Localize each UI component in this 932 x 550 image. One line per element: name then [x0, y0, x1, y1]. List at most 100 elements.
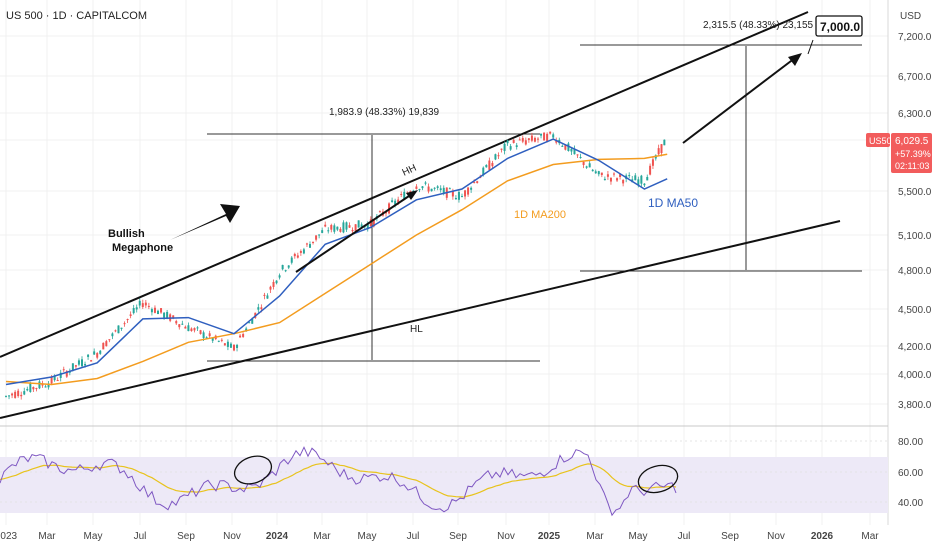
time-tick-label: May: [358, 531, 377, 542]
candle-body: [321, 230, 324, 233]
candle-body: [47, 383, 50, 388]
candle-body: [622, 179, 625, 184]
candle-body: [74, 365, 77, 367]
candle-body: [190, 328, 193, 332]
candle-body: [616, 178, 619, 181]
candle-body: [275, 280, 278, 284]
candle-body: [178, 324, 181, 328]
candle-body: [229, 343, 232, 348]
rsi-circle-left: [233, 455, 273, 485]
last-price-value: 6,029.5: [895, 136, 929, 147]
candle-body: [421, 186, 424, 189]
time-tick-label: Nov: [497, 531, 515, 542]
price-tick-label: 6,300.0: [898, 109, 932, 120]
candle-body: [533, 137, 536, 142]
candle-body: [506, 140, 509, 144]
candle-body: [132, 308, 135, 314]
candle-body: [439, 188, 442, 191]
ma50-label: 1D MA50: [648, 196, 698, 210]
candle-body: [290, 257, 293, 263]
candle-body: [457, 191, 460, 200]
candle-body: [32, 387, 35, 390]
candle-body: [582, 161, 585, 166]
candle-body: [260, 307, 263, 310]
candle-body: [640, 175, 643, 184]
candle-body: [515, 145, 518, 148]
last-price-symbol: US500: [869, 136, 897, 146]
candle-body: [296, 255, 299, 258]
candle-body: [448, 188, 451, 190]
candle-body: [585, 166, 588, 168]
candle-body: [287, 265, 290, 268]
candle-body: [144, 302, 147, 306]
candle-body: [53, 375, 56, 381]
time-tick-label: 2026: [811, 531, 834, 542]
price-tick-label: 4,200.0: [898, 342, 932, 353]
candle-body: [433, 187, 436, 189]
symbol-title[interactable]: US 500 · 1D · CAPITALCOM: [6, 10, 147, 22]
candle-body: [105, 341, 108, 347]
time-tick-label: Sep: [449, 531, 467, 542]
candle-body: [491, 162, 494, 167]
candle-body: [634, 175, 637, 181]
candle-body: [415, 186, 418, 189]
candle-body: [482, 167, 485, 176]
time-tick-label: 2023: [0, 531, 18, 542]
candle-body: [199, 330, 202, 334]
candle-body: [657, 148, 660, 155]
time-tick-label: Sep: [721, 531, 739, 542]
time-tick-label: Jul: [407, 531, 420, 542]
price-tick-label: 5,100.0: [898, 231, 932, 242]
candle-body: [62, 369, 65, 371]
time-tick-label: Mar: [861, 531, 879, 542]
currency-label[interactable]: USD: [900, 11, 921, 22]
candle-body: [500, 148, 503, 150]
candle-body: [427, 186, 430, 192]
candle-body: [488, 160, 491, 170]
candle-body: [357, 220, 360, 228]
time-axis[interactable]: 2023 Mar May Jul Sep Nov 2024 Mar May Jul Sep Nov 20…: [0, 531, 879, 542]
candle-body: [497, 155, 500, 157]
last-price-tag: [891, 133, 932, 173]
candle-body: [141, 303, 144, 308]
candle-body: [336, 226, 339, 230]
candle-body: [193, 328, 196, 331]
candle-body: [342, 222, 345, 233]
candle-body: [600, 172, 603, 175]
candle-body: [8, 395, 11, 397]
candle-body: [111, 333, 114, 337]
candle-body: [102, 342, 105, 350]
candle-body: [299, 250, 302, 253]
candle-body: [26, 388, 29, 391]
candle-body: [269, 286, 272, 290]
candle-body: [93, 351, 96, 355]
candle-body: [257, 307, 260, 310]
candle-body: [126, 319, 129, 321]
price-tick-label: 4,800.0: [898, 266, 932, 277]
time-tick-label: May: [629, 531, 648, 542]
candle-body: [187, 325, 190, 332]
ma200-label: 1D MA200: [514, 209, 566, 221]
candle-body: [108, 339, 111, 341]
candle-body: [576, 154, 579, 156]
candle-body: [23, 391, 26, 395]
target-arrow-line: [682, 57, 796, 144]
candle-body: [77, 360, 80, 365]
candle-body: [360, 224, 363, 228]
candle-body: [226, 341, 229, 347]
candle-body: [588, 163, 591, 168]
price-tick-label: 6,700.0: [898, 72, 932, 83]
candle-body: [202, 332, 205, 338]
candle-body: [430, 188, 433, 192]
megaphone-arrow-icon: [170, 204, 240, 240]
candle-body: [467, 187, 470, 195]
time-tick-label: May: [84, 531, 103, 542]
candle-body: [84, 364, 87, 366]
candle-body: [196, 327, 199, 329]
candle-body: [494, 154, 497, 160]
price-tick-label: 4,000.0: [898, 370, 932, 381]
candle-body: [318, 234, 321, 236]
rsi-tick-label: 80.00: [898, 437, 923, 448]
